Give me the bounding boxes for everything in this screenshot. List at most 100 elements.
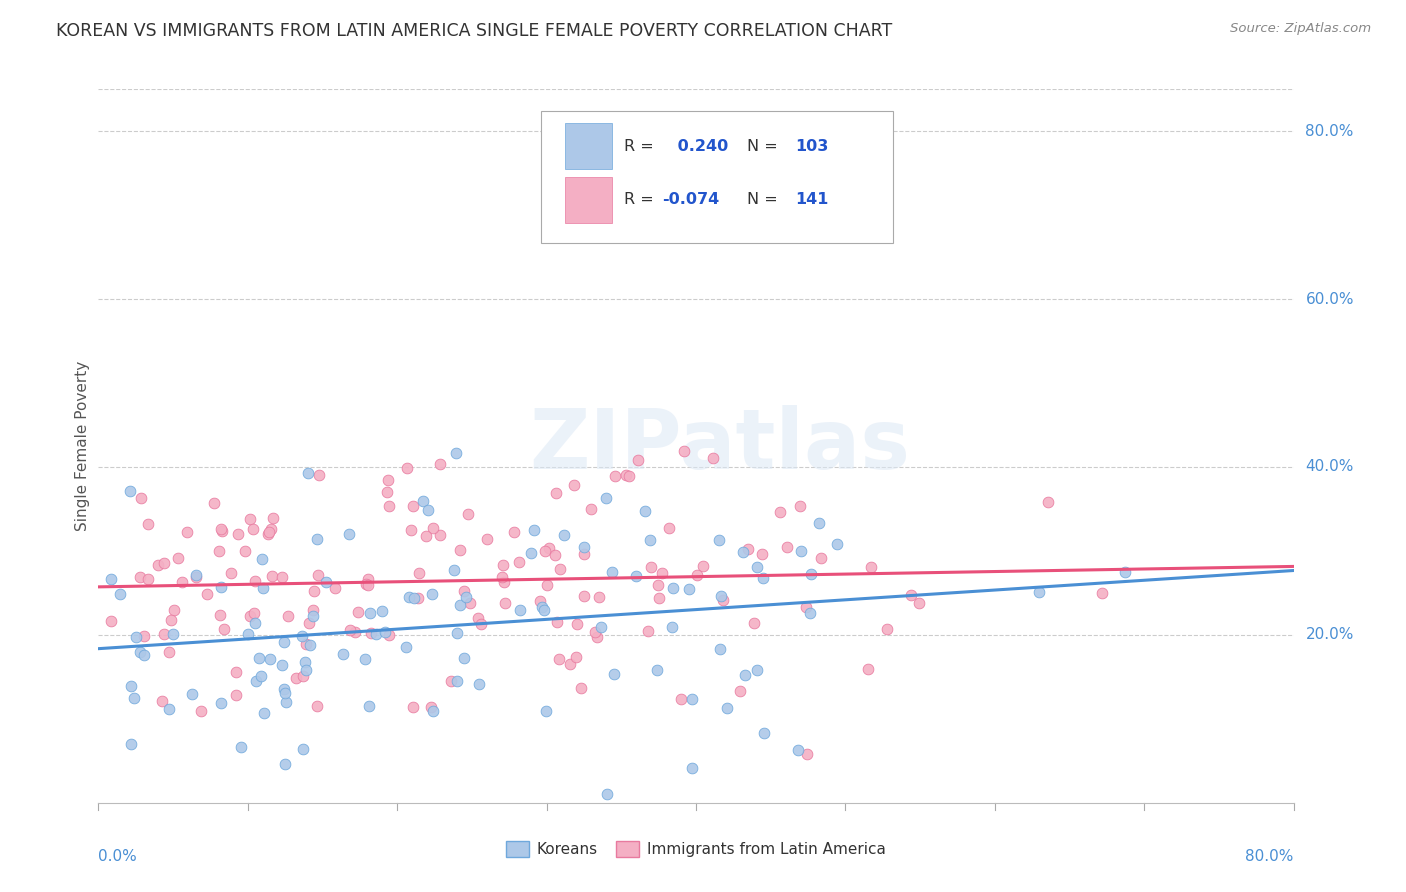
Point (302, 609, 325, 624)
Point (378, 628, 401, 642)
Point (529, 593, 551, 607)
Point (354, 577, 377, 591)
Text: R =: R = (624, 139, 659, 153)
Point (211, 524, 233, 538)
Point (776, 540, 799, 554)
Point (277, 609, 299, 624)
Point (247, 651, 270, 665)
Point (402, 499, 425, 513)
Point (402, 591, 425, 606)
Point (136, 516, 159, 531)
Point (291, 629, 314, 643)
Text: 103: 103 (796, 139, 828, 153)
Point (574, 590, 596, 604)
Point (509, 603, 531, 617)
Point (550, 562, 572, 576)
Point (242, 522, 264, 536)
Point (1028, 585, 1050, 599)
Text: 141: 141 (796, 193, 828, 207)
Point (492, 575, 515, 590)
Point (120, 737, 142, 751)
Point (523, 523, 546, 537)
Point (226, 526, 249, 541)
Point (153, 627, 176, 641)
Point (233, 544, 256, 558)
Point (271, 658, 294, 673)
Point (624, 569, 647, 583)
Point (796, 747, 818, 761)
Point (157, 645, 180, 659)
Point (737, 541, 759, 556)
Point (422, 704, 444, 718)
Point (100, 614, 122, 628)
Point (681, 692, 703, 706)
Point (742, 616, 765, 631)
Point (208, 608, 231, 623)
Y-axis label: Single Female Poverty: Single Female Poverty (75, 361, 90, 531)
Point (202, 496, 225, 510)
Point (184, 570, 207, 584)
Point (315, 574, 337, 589)
Point (150, 694, 173, 708)
Bar (565, 177, 613, 223)
Point (129, 645, 152, 659)
Point (294, 655, 316, 669)
Point (262, 511, 284, 525)
Point (614, 468, 637, 483)
Point (307, 568, 329, 582)
Point (600, 566, 623, 580)
Point (634, 503, 657, 517)
Point (259, 652, 281, 666)
Point (118, 483, 141, 498)
Point (298, 615, 321, 630)
Text: 80.0%: 80.0% (1246, 849, 1294, 864)
Point (162, 603, 184, 617)
Point (492, 558, 515, 573)
Point (583, 625, 606, 640)
Point (239, 512, 262, 526)
Point (638, 533, 661, 547)
Point (702, 450, 724, 465)
Point (769, 505, 792, 519)
Point (789, 499, 811, 513)
Point (249, 669, 271, 683)
Point (637, 624, 659, 639)
Point (747, 663, 769, 677)
Point (374, 625, 396, 640)
Point (856, 662, 879, 676)
Point (547, 652, 569, 666)
Point (416, 502, 439, 516)
Point (250, 552, 273, 566)
Point (412, 494, 434, 508)
Point (260, 523, 283, 537)
Text: ZIPatlas: ZIPatlas (530, 406, 910, 486)
Point (408, 566, 430, 580)
Point (124, 631, 146, 645)
Point (692, 558, 714, 573)
Point (752, 726, 775, 740)
Point (285, 671, 308, 685)
Point (239, 609, 262, 624)
Point (588, 591, 610, 605)
Point (377, 473, 399, 487)
Point (560, 657, 582, 672)
Point (907, 596, 929, 610)
Point (357, 699, 380, 714)
Point (225, 665, 247, 679)
Point (900, 588, 922, 602)
Point (751, 571, 773, 585)
Point (357, 578, 380, 592)
Text: KOREAN VS IMMIGRANTS FROM LATIN AMERICA SINGLE FEMALE POVERTY CORRELATION CHART: KOREAN VS IMMIGRANTS FROM LATIN AMERICA … (56, 22, 893, 40)
Point (346, 605, 368, 619)
Point (253, 706, 276, 720)
Bar (565, 123, 613, 169)
Point (745, 560, 768, 574)
Point (273, 634, 295, 648)
Text: R =: R = (624, 193, 659, 207)
Point (420, 587, 443, 601)
Point (810, 551, 832, 566)
Point (546, 485, 568, 500)
Point (534, 704, 557, 718)
Point (295, 636, 318, 650)
Point (530, 599, 553, 614)
